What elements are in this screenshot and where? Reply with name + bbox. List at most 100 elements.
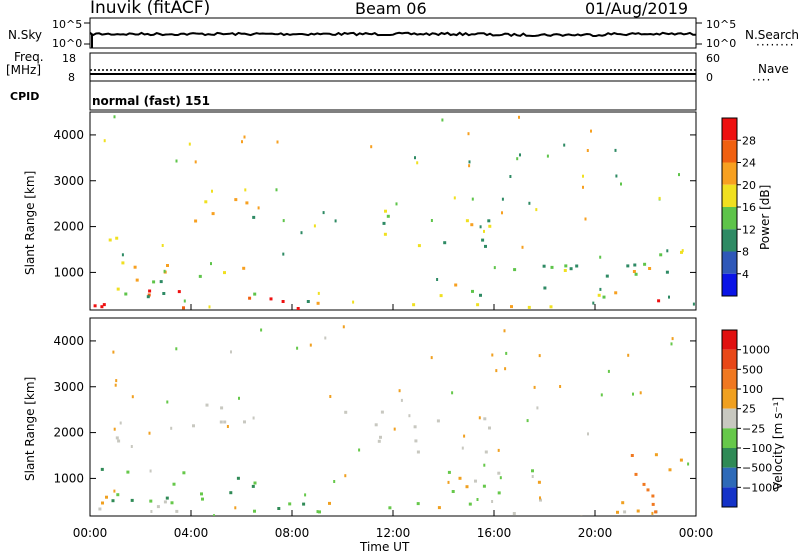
- echo-cell: [416, 161, 419, 165]
- echo-cell: [204, 200, 208, 204]
- echo-cell: [163, 269, 166, 273]
- nsearch-label: N.Search: [745, 28, 800, 42]
- echo-cell: [447, 470, 451, 474]
- echo-cell: [510, 305, 513, 309]
- echo-cell: [370, 145, 373, 149]
- echo-cell: [569, 267, 573, 271]
- echo-cell: [483, 229, 485, 233]
- echo-cell: [592, 301, 595, 305]
- echo-cell: [417, 244, 421, 248]
- echo-cell: [518, 115, 520, 119]
- echo-cell: [302, 502, 306, 506]
- nave-tick-bottom: 0: [706, 71, 713, 84]
- velocity-colorbar: −1000 −500 −100 −25 25 100 500 1000: [721, 329, 779, 508]
- echo-cell: [192, 424, 195, 428]
- echo-cell: [599, 287, 602, 291]
- echo-cell: [680, 250, 683, 254]
- echo-cell: [316, 510, 319, 514]
- echo-cell: [465, 485, 469, 489]
- echo-cell: [220, 406, 224, 410]
- y-tick-label: 4000: [53, 334, 84, 348]
- colorbar-tick-label: 24: [742, 157, 756, 170]
- colorbar-segment: [722, 273, 737, 296]
- echo-cell: [309, 343, 312, 347]
- echo-cell: [659, 253, 663, 257]
- echo-cell: [333, 480, 336, 483]
- power-ylabel: Slant Range [km]: [23, 171, 37, 275]
- echo-cell: [478, 416, 481, 420]
- echo-cell: [488, 224, 492, 228]
- colorbar-tick-label: 28: [742, 134, 756, 147]
- echo-cell: [194, 219, 198, 223]
- colorbar-segment: [722, 408, 737, 429]
- echo-cell: [177, 290, 181, 294]
- nsky-tick-top: 10^5: [52, 18, 82, 31]
- echo-cell: [621, 501, 625, 505]
- echo-cell: [412, 303, 416, 307]
- echo-cell: [582, 185, 584, 189]
- echo-cell: [170, 426, 173, 430]
- echo-cell: [260, 328, 263, 332]
- echo-cell: [166, 400, 169, 404]
- echo-cell: [538, 354, 541, 358]
- echo-cell: [499, 476, 502, 480]
- echo-cell: [275, 188, 278, 192]
- echo-cell: [329, 395, 332, 398]
- echo-cell: [121, 261, 125, 265]
- colorbar-segment: [722, 162, 737, 185]
- echo-cell: [454, 283, 458, 287]
- colorbar-segment: [722, 448, 737, 468]
- colorbar-tick-label: 12: [742, 223, 756, 236]
- echo-cell: [238, 396, 240, 400]
- echo-cell: [634, 272, 638, 276]
- freq-tick-bottom: 8: [68, 71, 75, 84]
- echo-cell: [276, 140, 279, 144]
- colorbar-segment: [722, 330, 737, 350]
- echo-cell: [126, 470, 130, 474]
- echo-cell: [342, 325, 345, 329]
- velocity-y-axis: 1000 2000 3000 4000: [53, 334, 696, 485]
- echo-cell: [159, 280, 163, 284]
- echo-cell: [183, 299, 186, 303]
- echo-cell: [113, 427, 116, 431]
- echo-cell: [654, 453, 658, 457]
- echo-cell: [253, 509, 256, 513]
- echo-cell: [539, 496, 541, 500]
- velocity-panel-frame: [89, 317, 697, 517]
- echo-cell: [439, 294, 443, 298]
- colorbar-tick-label: 20: [742, 179, 756, 192]
- echo-cell: [549, 305, 553, 309]
- echo-cell: [114, 383, 117, 387]
- colorbar-tick-label: 16: [742, 201, 756, 214]
- echo-cell: [201, 497, 204, 501]
- colorbar-tick-label: −25: [742, 422, 765, 435]
- power-colorbar-label: Power [dB]: [758, 185, 772, 250]
- echo-cell: [599, 255, 602, 259]
- echo-cell: [400, 398, 403, 402]
- nsky-tick-bottom: 10^0: [52, 37, 82, 50]
- echo-cell: [678, 173, 680, 177]
- echo-cell: [416, 450, 420, 454]
- echo-cell: [564, 264, 568, 268]
- freq-unit-label: [MHz]: [6, 63, 42, 77]
- echo-cell: [149, 469, 152, 473]
- echo-cell: [519, 153, 521, 157]
- echo-cell: [135, 278, 139, 282]
- echo-cell: [230, 350, 232, 354]
- echo-cell: [194, 160, 197, 164]
- power-panel-frame: [89, 111, 697, 311]
- x-tick-label: 00:00: [73, 526, 108, 540]
- echo-cell: [108, 238, 112, 242]
- echo-cell: [437, 506, 441, 510]
- echo-cell: [648, 267, 652, 270]
- echo-cell: [211, 189, 213, 193]
- echo-cell: [328, 501, 331, 505]
- echo-cell: [398, 389, 401, 393]
- nsky-line: [89, 31, 697, 38]
- echo-cell: [213, 514, 215, 516]
- echo-cell: [148, 431, 151, 435]
- echo-cell: [175, 347, 178, 351]
- echo-cell: [408, 414, 411, 418]
- echo-cell: [620, 182, 622, 186]
- echo-cell: [632, 270, 636, 273]
